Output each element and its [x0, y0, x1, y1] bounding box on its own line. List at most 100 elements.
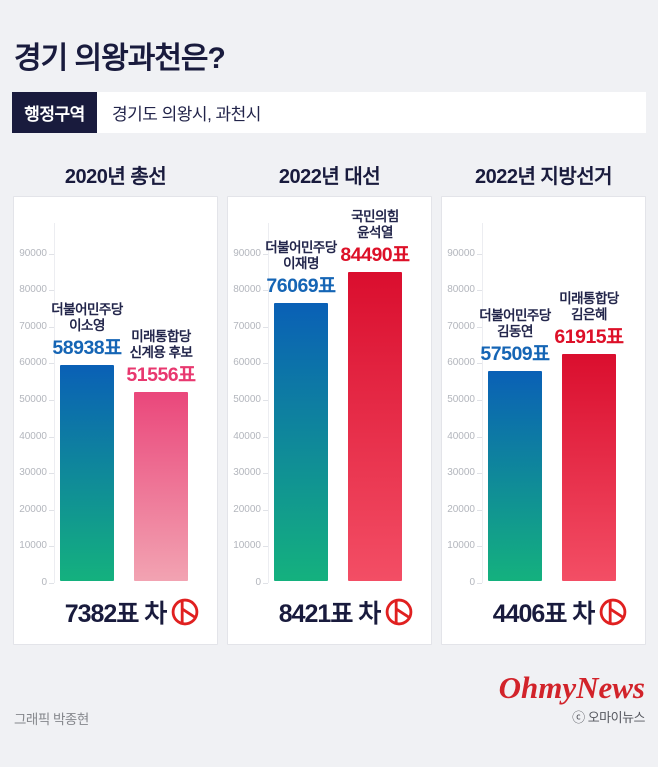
y-tick-mark [263, 290, 268, 292]
vote-bar [348, 271, 402, 581]
vote-difference-text: 7382표 차 [64, 600, 168, 628]
party-name: 국민의힘 [351, 208, 399, 224]
y-tick-mark [263, 436, 268, 438]
y-tick-label: 90000 [19, 247, 47, 259]
y-tick-mark [49, 290, 54, 292]
y-tick-mark [263, 326, 268, 328]
y-tick-label: 10000 [233, 540, 261, 552]
ohmynews-logo: OhmyNews [498, 670, 645, 705]
bar-column: 미래통합당 신계용 후보 51556표 [126, 329, 196, 581]
y-tick-label: 0 [41, 577, 47, 588]
y-tick-label: 10000 [447, 540, 475, 552]
y-tick-mark [49, 546, 54, 548]
ballot-stamp-icon [385, 598, 413, 626]
chart-panel: 2020년 총선 90000 80000 70000 60000 50000 40000 30… [13, 160, 218, 645]
y-tick-mark [477, 436, 482, 438]
y-tick-mark [477, 253, 482, 255]
y-tick-mark [49, 436, 54, 438]
vote-difference-row: 4406표 차 [442, 591, 645, 633]
y-tick-label: 80000 [233, 284, 261, 296]
vote-difference-text: 8421표 차 [278, 600, 382, 628]
y-tick-mark [477, 363, 482, 365]
party-name: 더불어민주당 [51, 302, 123, 318]
y-tick-label: 10000 [19, 540, 47, 552]
bar-column: 더불어민주당 이소영 58938표 [51, 302, 123, 581]
bar-column: 더불어민주당 이재명 76069표 [265, 240, 337, 581]
y-tick-label: 40000 [19, 430, 47, 442]
y-tick-mark [263, 509, 268, 511]
y-tick-label: 20000 [233, 503, 261, 515]
candidate-name: 윤석열 [357, 224, 393, 240]
chart-panel: 2022년 대선 90000 80000 70000 60000 50000 40000 30… [227, 160, 432, 645]
page-title: 경기 의왕과천은? [14, 42, 226, 75]
vote-bar [562, 354, 616, 581]
y-tick-mark [263, 583, 268, 584]
region-label: 행정구역 [12, 92, 97, 133]
y-tick-label: 60000 [233, 357, 261, 369]
vote-difference-text: 4406표 차 [492, 600, 596, 628]
y-tick-mark [477, 509, 482, 511]
chart-title: 2022년 지방선거 [474, 166, 613, 188]
y-tick-mark [477, 400, 482, 401]
y-tick-label: 80000 [447, 284, 475, 296]
y-tick-mark [49, 363, 54, 365]
y-tick-mark [49, 400, 54, 401]
publisher-logo-block: OhmyNews ⓒ 오마이뉴스 [498, 670, 646, 726]
y-tick-label: 70000 [19, 320, 47, 332]
chart-card: 90000 80000 70000 60000 50000 40000 30000 20000… [13, 196, 218, 645]
y-tick-label: 50000 [233, 394, 261, 405]
y-tick-label: 60000 [19, 357, 47, 369]
chart-card: 90000 80000 70000 60000 50000 40000 30000 20000… [441, 196, 646, 645]
y-tick-mark [263, 400, 268, 401]
y-tick-mark [49, 583, 54, 584]
vote-difference-row: 7382표 차 [14, 591, 217, 633]
chart-title: 2022년 대선 [278, 166, 381, 188]
vote-bar [488, 370, 542, 581]
y-tick-mark [477, 473, 482, 475]
y-tick-mark [477, 326, 482, 328]
y-tick-label: 30000 [447, 467, 475, 479]
ballot-stamp-icon [599, 598, 627, 626]
y-tick-mark [49, 509, 54, 511]
y-tick-mark [49, 473, 54, 475]
y-tick-label: 40000 [233, 430, 261, 442]
vote-bar [274, 302, 328, 581]
vote-difference-row: 8421표 차 [228, 591, 431, 633]
candidate-label-block: 미래통합당 김은혜 61915표 [509, 291, 658, 349]
y-tick-label: 20000 [447, 503, 475, 515]
bar-column: 더불어민주당 김동연 57509표 [479, 308, 551, 581]
bar-column: 미래통합당 김은혜 61915표 [554, 291, 624, 581]
y-tick-mark [263, 363, 268, 365]
vote-bar [60, 365, 114, 581]
y-tick-mark [263, 546, 268, 548]
y-tick-label: 30000 [19, 467, 47, 479]
y-tick-label: 20000 [19, 503, 47, 515]
y-axis-line [54, 223, 55, 583]
y-tick-label: 90000 [447, 247, 475, 259]
y-tick-label: 50000 [19, 394, 47, 405]
y-tick-label: 0 [255, 577, 261, 588]
y-axis-line [482, 223, 483, 583]
y-tick-label: 80000 [19, 284, 47, 296]
region-row: 행정구역 경기도 의왕시, 과천시 [12, 92, 646, 133]
y-tick-label: 40000 [447, 430, 475, 442]
y-axis-line [268, 223, 269, 583]
y-tick-label: 60000 [447, 357, 475, 369]
y-tick-label: 50000 [447, 394, 475, 405]
y-tick-label: 70000 [447, 320, 475, 332]
y-tick-label: 70000 [233, 320, 261, 332]
y-tick-mark [49, 326, 54, 328]
region-value: 경기도 의왕시, 과천시 [97, 92, 646, 133]
party-name: 미래통합당 [131, 329, 191, 345]
chart-panel: 2022년 지방선거 90000 80000 70000 60000 50000 40000… [441, 160, 646, 645]
candidate-label-block: 국민의힘 윤석열 84490표 [295, 209, 455, 267]
y-tick-label: 90000 [233, 247, 261, 259]
vote-count: 61915표 [554, 326, 624, 349]
chart-title: 2020년 총선 [64, 166, 167, 188]
ballot-stamp-icon [171, 598, 199, 626]
vote-count: 84490표 [340, 243, 410, 266]
y-tick-mark [263, 253, 268, 255]
copyright-text: ⓒ 오마이뉴스 [572, 710, 645, 725]
candidate-name: 김은혜 [571, 307, 607, 323]
